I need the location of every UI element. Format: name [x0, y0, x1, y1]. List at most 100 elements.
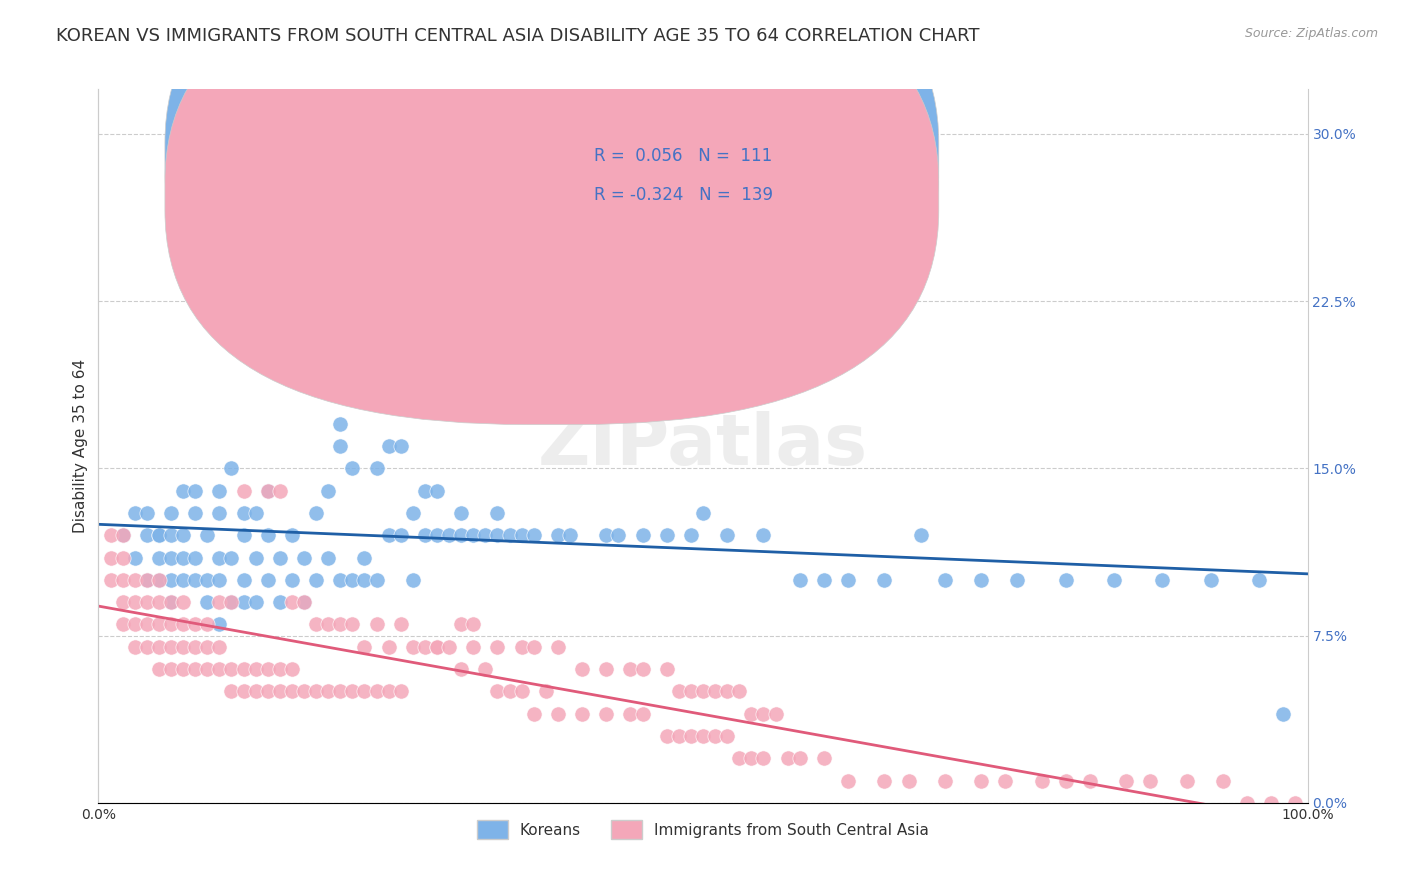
Point	[342, 573, 364, 587]
FancyBboxPatch shape	[503, 125, 879, 239]
Point	[195, 617, 218, 632]
Legend: Koreans, Immigrants from South Central Asia: Koreans, Immigrants from South Central A…	[471, 814, 935, 845]
Point	[631, 706, 654, 721]
Point	[934, 573, 956, 587]
Point	[1007, 573, 1029, 587]
Point	[269, 595, 291, 609]
Point	[316, 617, 339, 632]
Point	[208, 550, 231, 565]
Point	[463, 617, 485, 632]
Point	[571, 706, 593, 721]
Point	[366, 684, 388, 698]
Point	[100, 550, 122, 565]
Point	[510, 684, 533, 698]
FancyBboxPatch shape	[165, 0, 939, 425]
Point	[195, 640, 218, 654]
Point	[184, 506, 207, 520]
Point	[256, 662, 278, 676]
Point	[426, 640, 449, 654]
Point	[873, 573, 896, 587]
Point	[232, 573, 254, 587]
Point	[752, 528, 775, 542]
Point	[402, 573, 425, 587]
Point	[619, 662, 641, 676]
Point	[269, 662, 291, 676]
Point	[148, 528, 170, 542]
Point	[148, 573, 170, 587]
Point	[389, 528, 412, 542]
Point	[837, 773, 859, 788]
Point	[184, 640, 207, 654]
Point	[281, 573, 304, 587]
Point	[523, 640, 546, 654]
Point	[486, 528, 509, 542]
Point	[221, 595, 243, 609]
Point	[716, 729, 738, 743]
Point	[281, 662, 304, 676]
Point	[402, 506, 425, 520]
Point	[486, 684, 509, 698]
Point	[437, 640, 460, 654]
Point	[342, 461, 364, 475]
Point	[752, 706, 775, 721]
Point	[873, 773, 896, 788]
Point	[413, 483, 436, 498]
Point	[135, 528, 157, 542]
Point	[100, 528, 122, 542]
Point	[1260, 796, 1282, 810]
Point	[316, 550, 339, 565]
Point	[100, 573, 122, 587]
Point	[353, 573, 375, 587]
Point	[692, 729, 714, 743]
Point	[232, 528, 254, 542]
Point	[184, 573, 207, 587]
Point	[523, 528, 546, 542]
Point	[450, 506, 472, 520]
Point	[160, 617, 183, 632]
Point	[184, 550, 207, 565]
Point	[426, 528, 449, 542]
Point	[184, 662, 207, 676]
Point	[377, 684, 399, 698]
Point	[342, 684, 364, 698]
Point	[595, 706, 617, 721]
Point	[534, 684, 557, 698]
Point	[1054, 573, 1077, 587]
Point	[135, 573, 157, 587]
Point	[124, 640, 146, 654]
FancyBboxPatch shape	[165, 0, 939, 385]
Point	[305, 573, 328, 587]
Point	[366, 617, 388, 632]
Point	[1078, 773, 1101, 788]
Text: R = -0.324   N =  139: R = -0.324 N = 139	[595, 186, 773, 203]
Point	[111, 573, 134, 587]
Point	[245, 550, 267, 565]
Point	[256, 483, 278, 498]
Point	[160, 573, 183, 587]
Point	[450, 528, 472, 542]
Point	[124, 617, 146, 632]
Point	[631, 528, 654, 542]
Point	[1212, 773, 1234, 788]
Point	[426, 483, 449, 498]
Point	[655, 729, 678, 743]
Point	[292, 327, 315, 342]
Point	[679, 528, 702, 542]
Point	[329, 439, 352, 453]
Point	[245, 595, 267, 609]
Point	[463, 640, 485, 654]
Point	[716, 684, 738, 698]
Point	[934, 773, 956, 788]
Point	[571, 662, 593, 676]
Point	[172, 550, 194, 565]
Point	[837, 573, 859, 587]
Point	[281, 595, 304, 609]
Point	[281, 528, 304, 542]
Point	[655, 662, 678, 676]
Point	[111, 528, 134, 542]
Point	[160, 662, 183, 676]
Point	[426, 640, 449, 654]
Point	[897, 773, 920, 788]
Point	[389, 617, 412, 632]
Point	[523, 706, 546, 721]
